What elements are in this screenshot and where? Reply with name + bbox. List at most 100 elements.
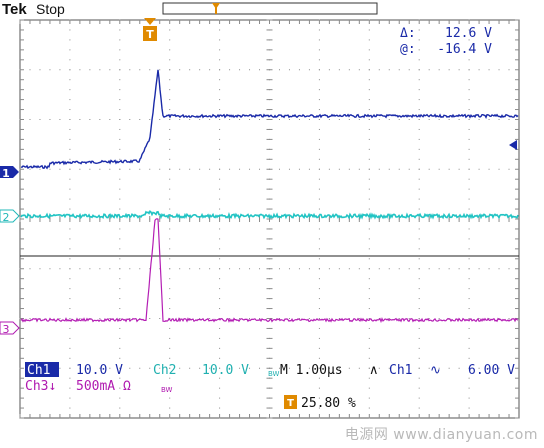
grid-dot bbox=[169, 198, 171, 200]
grid-dot bbox=[318, 298, 320, 300]
grid-dot bbox=[368, 298, 370, 300]
record-position-bar[interactable] bbox=[162, 2, 378, 15]
grid-dot bbox=[169, 288, 171, 290]
ch3-label[interactable]: Ch3↓ bbox=[25, 379, 56, 394]
trigger-level-arrow[interactable] bbox=[509, 140, 517, 150]
grid-dot bbox=[109, 119, 111, 120]
grid-dot bbox=[508, 119, 510, 120]
cursor-at-label: @: bbox=[400, 42, 416, 57]
grid-dot bbox=[139, 69, 141, 71]
grid-dot bbox=[368, 308, 370, 310]
ch1-label[interactable]: Ch1 bbox=[27, 363, 50, 378]
run-state-label[interactable]: Stop bbox=[36, 1, 65, 17]
grid-dot bbox=[169, 397, 171, 399]
grid-dot bbox=[378, 268, 380, 270]
grid-dot bbox=[169, 238, 171, 240]
grid-dot bbox=[458, 268, 460, 270]
grid-dot bbox=[199, 119, 201, 120]
grid-dot bbox=[209, 268, 211, 270]
grid-dot bbox=[458, 119, 460, 120]
grid-dot bbox=[378, 119, 380, 120]
grid-dot bbox=[159, 168, 161, 170]
ch3-marker[interactable]: 3 bbox=[0, 321, 20, 336]
grid-dot bbox=[418, 337, 420, 339]
grid-dot bbox=[418, 198, 420, 200]
cursor-delta-value: 12.6 V bbox=[445, 26, 492, 41]
grid-dot bbox=[368, 39, 370, 41]
grid-dot bbox=[368, 337, 370, 339]
grid-dot bbox=[109, 268, 111, 270]
grid-dot bbox=[408, 168, 410, 170]
grid-dot bbox=[448, 69, 450, 71]
grid-dot bbox=[199, 168, 201, 170]
ch2-waveform bbox=[20, 210, 519, 220]
grid-dot bbox=[328, 69, 330, 71]
grid-dot bbox=[328, 168, 330, 170]
trigger-position-marker[interactable] bbox=[143, 26, 157, 41]
grid-dot bbox=[59, 268, 61, 270]
grid-dot bbox=[508, 268, 510, 270]
trigger-level-readout[interactable]: 6.00 V bbox=[468, 363, 515, 378]
grid-dot bbox=[318, 258, 320, 260]
grid-dot bbox=[368, 377, 370, 379]
grid-dot bbox=[278, 318, 280, 319]
grid-dot bbox=[219, 357, 221, 359]
grid-dot bbox=[278, 69, 280, 71]
grid-dot bbox=[179, 69, 181, 71]
grid-dot bbox=[388, 168, 390, 170]
grid-dot bbox=[129, 367, 131, 369]
grid-dot bbox=[488, 268, 490, 270]
grid-dot bbox=[368, 327, 370, 329]
grid-dot bbox=[89, 367, 91, 369]
grid-dot bbox=[169, 337, 171, 339]
timebase-readout[interactable]: M 1.00µs bbox=[280, 363, 343, 378]
trigger-source[interactable]: Ch1 bbox=[389, 363, 412, 378]
ch2-label[interactable]: Ch2 bbox=[153, 363, 176, 378]
grid-dot bbox=[69, 49, 71, 51]
grid-dot bbox=[109, 367, 111, 369]
grid-dot bbox=[219, 387, 221, 389]
grid-dot bbox=[468, 39, 470, 41]
grid-dot bbox=[179, 268, 181, 270]
grid-dot bbox=[398, 119, 400, 120]
grid-dot bbox=[438, 69, 440, 71]
grid-dot bbox=[418, 258, 420, 260]
grid-dot bbox=[259, 69, 261, 71]
grid-dot bbox=[169, 407, 171, 409]
grid-dot bbox=[318, 69, 320, 71]
grid-dot bbox=[418, 377, 420, 379]
grid-dot bbox=[159, 367, 161, 369]
grid-dot bbox=[348, 119, 350, 120]
brand-label: Tek bbox=[2, 1, 27, 18]
grid-dot bbox=[508, 367, 510, 369]
grid-dot bbox=[418, 69, 420, 71]
trigger-position-readout[interactable]: 25.80 % bbox=[301, 396, 356, 411]
grid-dot bbox=[468, 288, 470, 290]
grid-dot bbox=[169, 79, 171, 81]
grid-dot bbox=[448, 367, 450, 369]
ch2-marker[interactable]: 2 bbox=[0, 209, 20, 224]
ch1-marker[interactable]: 1 bbox=[0, 166, 19, 180]
grid-dot bbox=[298, 168, 300, 170]
grid-dot bbox=[209, 367, 211, 369]
ch2-bw-mark: BW bbox=[268, 370, 280, 378]
grid-dot bbox=[368, 248, 370, 250]
grid-dot bbox=[368, 178, 370, 180]
trigger-position-letter: T bbox=[146, 28, 154, 41]
grid-dot bbox=[368, 198, 370, 200]
ch3-waveform bbox=[20, 218, 519, 324]
grid-dot bbox=[79, 318, 81, 319]
grid-dot bbox=[338, 168, 340, 170]
grid-dot bbox=[169, 89, 171, 91]
grid-dot bbox=[49, 69, 51, 71]
grid-dot bbox=[428, 318, 430, 319]
grid-dot bbox=[468, 308, 470, 310]
grid-dot bbox=[119, 327, 121, 329]
grid-dot bbox=[418, 138, 420, 140]
grid-dot bbox=[468, 298, 470, 300]
grid-dot bbox=[378, 367, 380, 369]
grid-dot bbox=[408, 69, 410, 71]
grid-dot bbox=[368, 158, 370, 160]
grid-dot bbox=[368, 208, 370, 210]
grid-dot bbox=[249, 168, 251, 170]
